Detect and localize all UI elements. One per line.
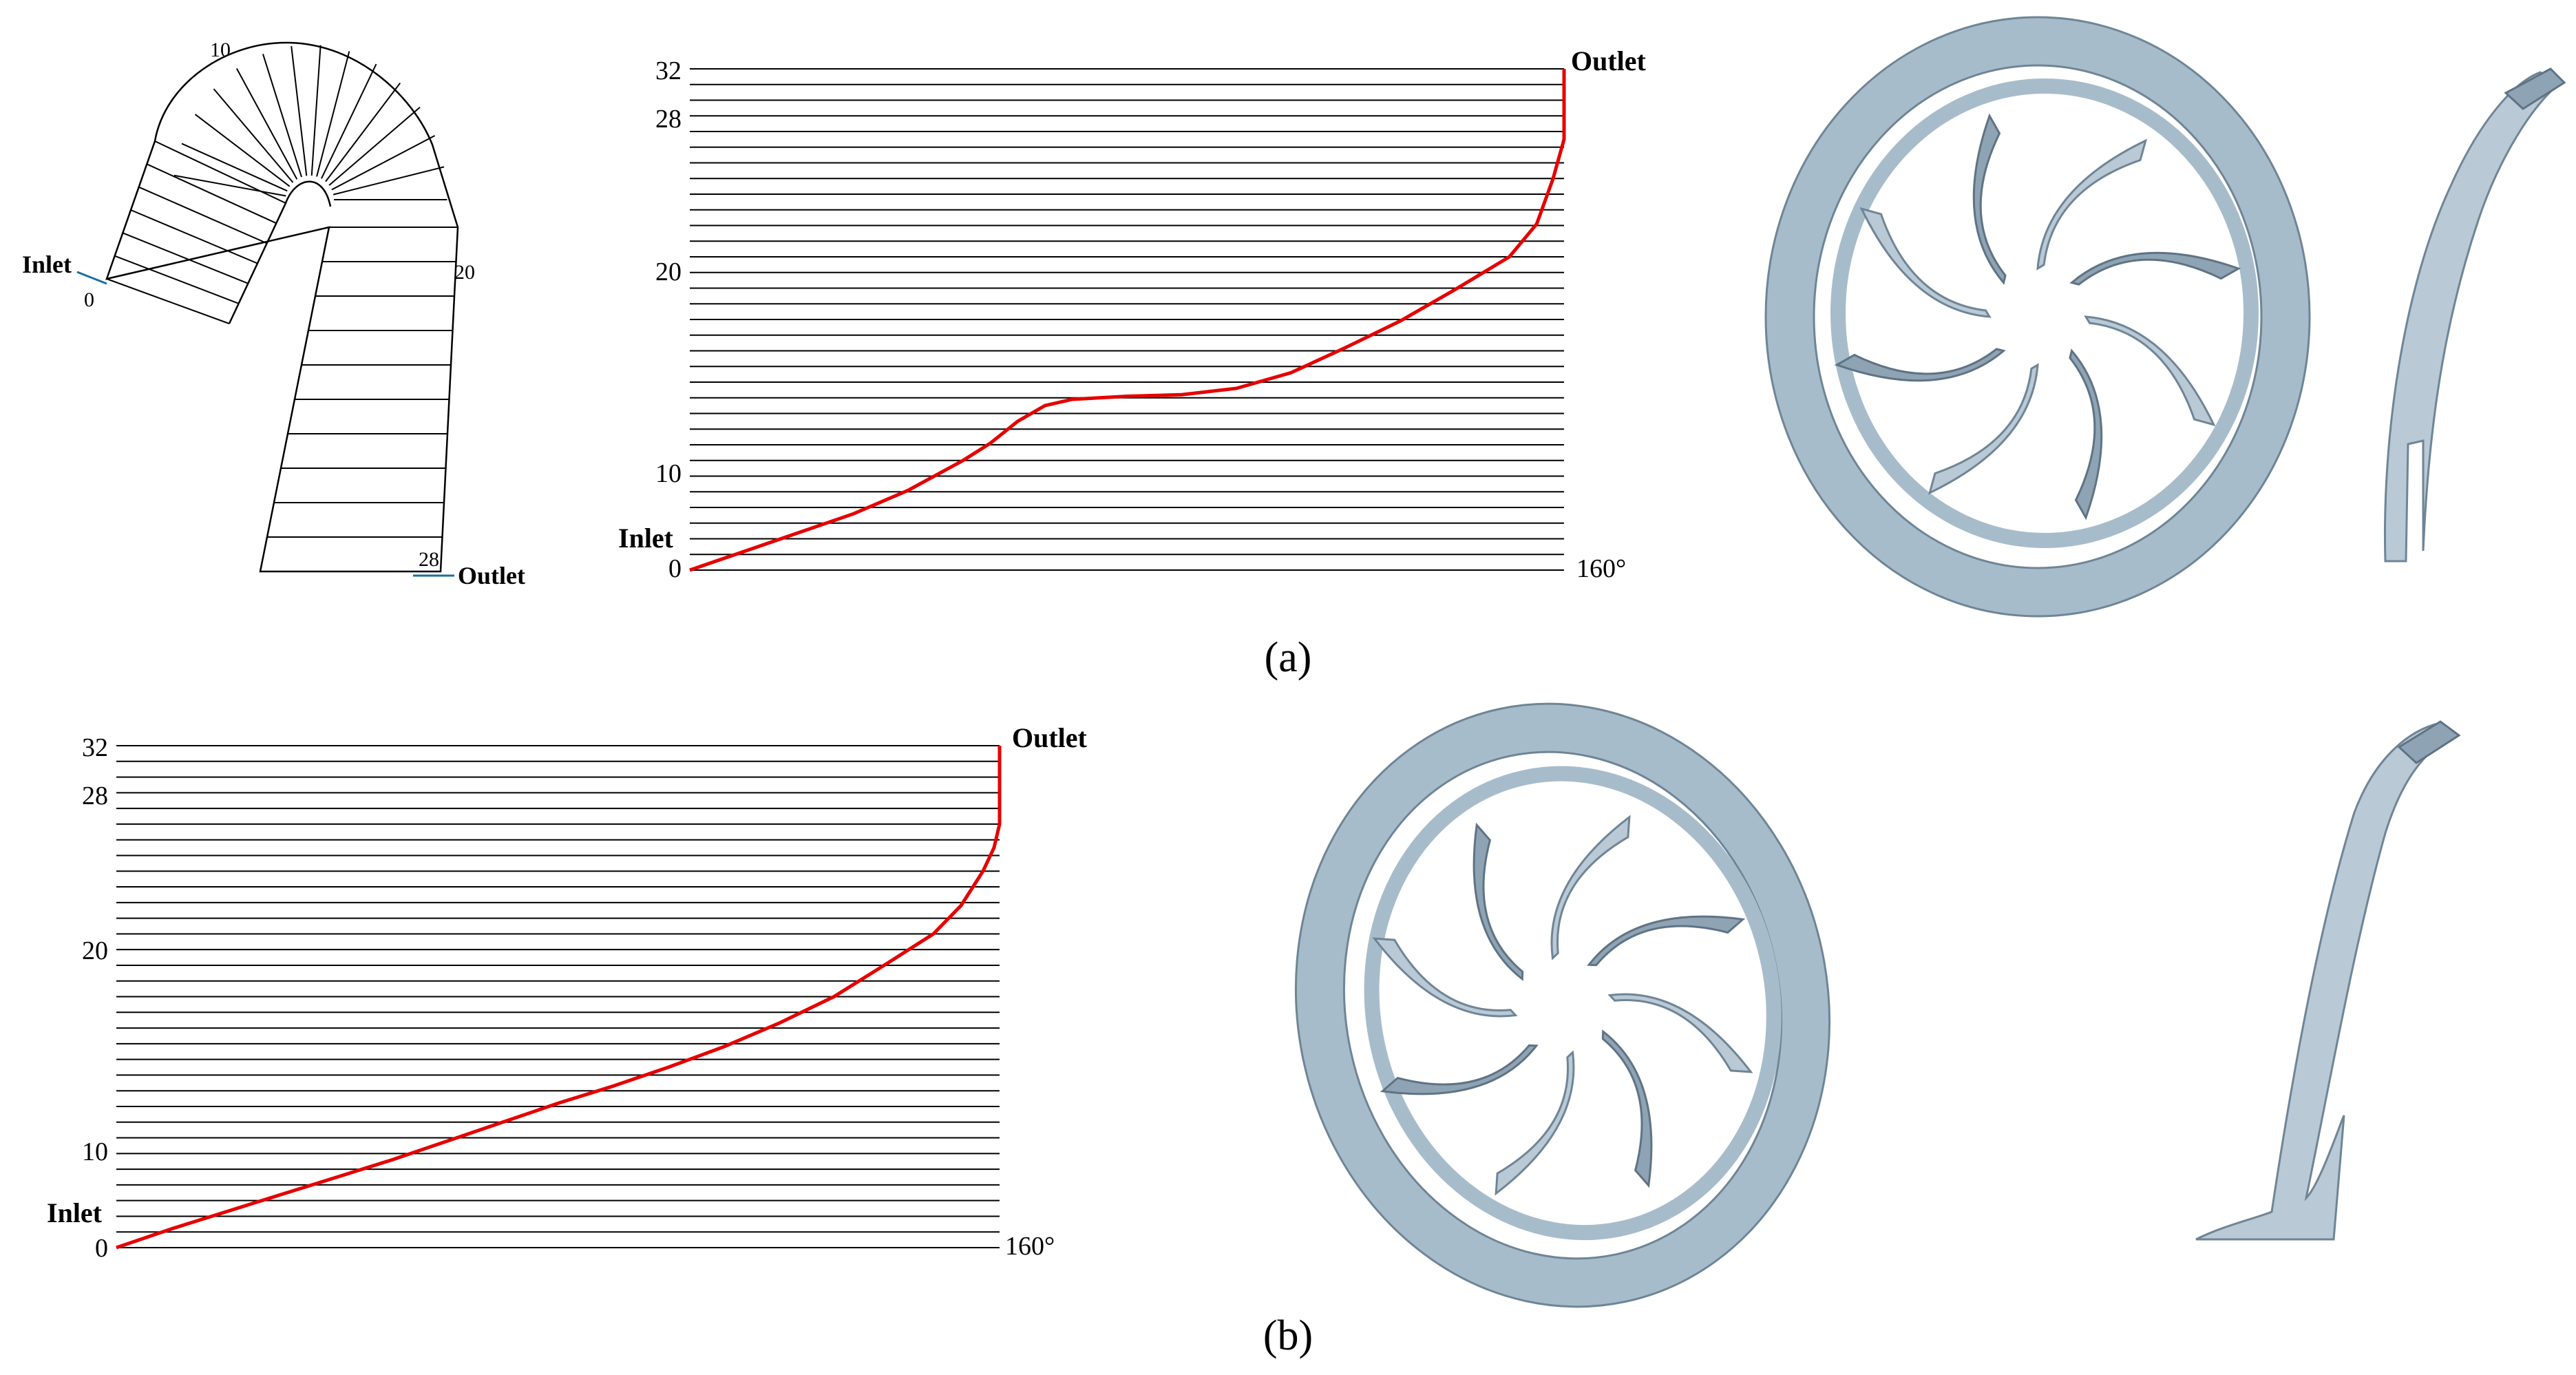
single-blade-b bbox=[2195, 720, 2461, 1241]
chart-a-ytick-0: 0 bbox=[668, 554, 682, 583]
cascade-station-line bbox=[106, 278, 230, 324]
cascade-station-line bbox=[138, 186, 268, 244]
chart-a-ytick-28: 28 bbox=[655, 105, 682, 134]
cascade-outer-outline bbox=[105, 41, 459, 573]
impeller-blade bbox=[1859, 207, 1992, 318]
single-blade-a-tip bbox=[2504, 67, 2566, 110]
cascade-station-line bbox=[325, 82, 401, 182]
chart-a-ytick-20: 20 bbox=[655, 258, 682, 286]
chart-b-curve bbox=[116, 746, 1002, 1250]
chart-a-inlet-label: Inlet bbox=[618, 523, 674, 554]
chart-a-outlet-label: Outlet bbox=[1571, 45, 1647, 76]
cascade-station-line bbox=[316, 51, 350, 177]
cascade-station-line bbox=[331, 135, 436, 191]
impeller-blade bbox=[1607, 993, 1753, 1073]
impeller-blade bbox=[1972, 113, 2007, 285]
impeller-blade bbox=[1372, 937, 1518, 1018]
cascade-station-line bbox=[321, 63, 377, 179]
impeller-blade bbox=[1472, 822, 1524, 981]
cascade-inlet-label: Inlet bbox=[22, 251, 72, 278]
chart-b-ytick-32: 32 bbox=[82, 733, 108, 762]
cascade-station-line bbox=[146, 163, 277, 224]
cascade-station-10: 10 bbox=[210, 39, 231, 61]
impeller-blade bbox=[1495, 1050, 1575, 1196]
cascade-station-line bbox=[310, 45, 321, 176]
cascade-station-0: 0 bbox=[84, 288, 94, 311]
impeller-b-blades bbox=[1372, 815, 1753, 1196]
chart-b-ytick-20: 20 bbox=[82, 936, 108, 965]
impeller-blade bbox=[2069, 348, 2103, 521]
chart-b-x-end-label: 160° bbox=[1005, 1232, 1055, 1261]
chart-b-grid bbox=[116, 745, 1000, 1248]
caption-a: (a) bbox=[1265, 634, 1312, 681]
cascade-sketch: Inlet Outlet 0 10 20 28 bbox=[22, 39, 525, 589]
chart-a-ytick-32: 32 bbox=[655, 56, 682, 85]
impeller-a bbox=[1764, 16, 2311, 618]
cascade-station-line bbox=[130, 209, 258, 264]
cascade-station-line bbox=[154, 140, 286, 204]
single-blade-a-face bbox=[2383, 71, 2563, 563]
cascade-stations bbox=[106, 45, 458, 572]
single-blade-b-face bbox=[2195, 722, 2460, 1241]
chart-b-outlet-label: Outlet bbox=[1012, 722, 1088, 753]
cascade-station-line bbox=[328, 106, 421, 186]
inlet-leader bbox=[76, 271, 107, 285]
impeller-blade bbox=[1601, 1029, 1653, 1188]
caption-b: (b) bbox=[1263, 1312, 1313, 1359]
chart-b-ytick-10: 10 bbox=[82, 1137, 108, 1166]
single-blade-a bbox=[2383, 67, 2566, 563]
cascade-station-line bbox=[114, 255, 240, 304]
chart-a-curve bbox=[689, 69, 1566, 572]
cascade-station-line bbox=[235, 68, 298, 180]
impeller-blade bbox=[1834, 348, 2006, 382]
cascade-station-28: 28 bbox=[419, 548, 439, 571]
impeller-blade bbox=[1550, 815, 1631, 961]
cascade-outlet-label: Outlet bbox=[458, 562, 525, 589]
cascade-inner-slot bbox=[228, 180, 332, 324]
chart-a: 32 28 20 10 0 Inlet Outlet 160° bbox=[618, 45, 1647, 583]
chart-b-ytick-0: 0 bbox=[95, 1234, 108, 1263]
impeller-a-blades bbox=[1834, 113, 2241, 521]
single-blade-b-tip bbox=[2397, 720, 2461, 764]
cascade-station-line bbox=[213, 88, 294, 183]
cascade-station-line bbox=[173, 174, 286, 197]
cascade-station-line bbox=[122, 232, 249, 284]
chart-b: 32 28 20 10 0 Inlet Outlet 160° bbox=[47, 722, 1088, 1263]
cascade-station-line bbox=[194, 114, 291, 187]
impeller-blade bbox=[1587, 915, 1746, 967]
chart-a-x-end-label: 160° bbox=[1576, 554, 1626, 583]
impeller-b bbox=[1294, 702, 1831, 1308]
cascade-station-line bbox=[332, 166, 445, 196]
chart-b-ytick-28: 28 bbox=[82, 781, 108, 810]
impeller-blade bbox=[1380, 1044, 1539, 1095]
cascade-station-20: 20 bbox=[454, 261, 475, 284]
cascade-station-line bbox=[262, 54, 303, 178]
cascade-station-line bbox=[181, 143, 288, 192]
impeller-blade bbox=[2069, 251, 2241, 286]
chart-b-inlet-label: Inlet bbox=[47, 1197, 103, 1228]
impeller-blade bbox=[2036, 138, 2148, 271]
chart-a-ytick-10: 10 bbox=[655, 459, 682, 488]
impeller-blade bbox=[1928, 363, 2039, 495]
impeller-blade bbox=[2084, 315, 2216, 427]
cascade-station-line bbox=[291, 45, 308, 176]
chart-a-grid bbox=[690, 68, 1564, 571]
